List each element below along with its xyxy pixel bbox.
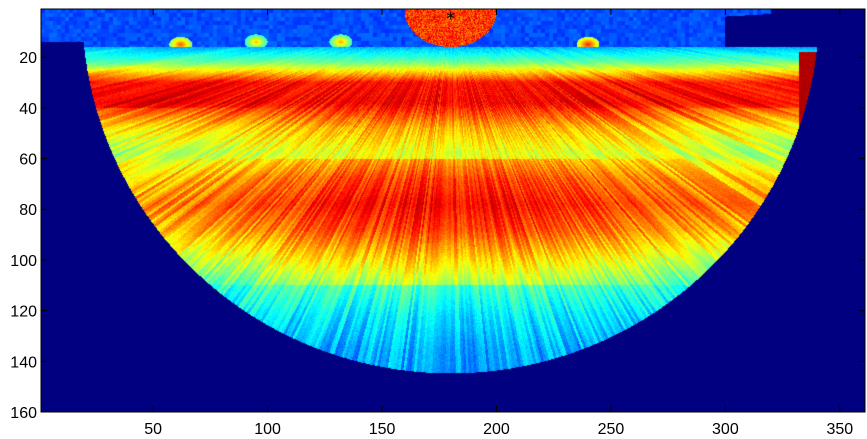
- x-tick-label: 150: [369, 421, 396, 438]
- marker-layer: *: [446, 9, 455, 30]
- y-tick-label: 20: [19, 50, 37, 67]
- y-tick-label: 100: [10, 253, 37, 270]
- y-tick-label: 140: [10, 354, 37, 371]
- x-axis: 50 100 150 200 250 300 350: [144, 9, 853, 438]
- x-tick-label: 250: [598, 421, 625, 438]
- y-tick-label: 120: [10, 304, 37, 321]
- x-tick-label: 50: [144, 421, 162, 438]
- x-tick-label: 350: [826, 421, 853, 438]
- x-tick-label: 200: [483, 421, 510, 438]
- x-tick-label: 300: [712, 421, 739, 438]
- heatmap-image: [41, 9, 865, 412]
- y-axis: 20 40 60 80 100 120 140 160: [10, 50, 865, 422]
- axes-frame: [40, 8, 866, 413]
- x-tick-label: 100: [254, 421, 281, 438]
- y-tick-label: 40: [19, 101, 37, 118]
- axes-box: [40, 8, 866, 413]
- y-tick-label: 160: [10, 405, 37, 422]
- y-tick-label: 60: [19, 152, 37, 169]
- y-tick-label: 80: [19, 202, 37, 219]
- apex-marker: *: [446, 9, 455, 30]
